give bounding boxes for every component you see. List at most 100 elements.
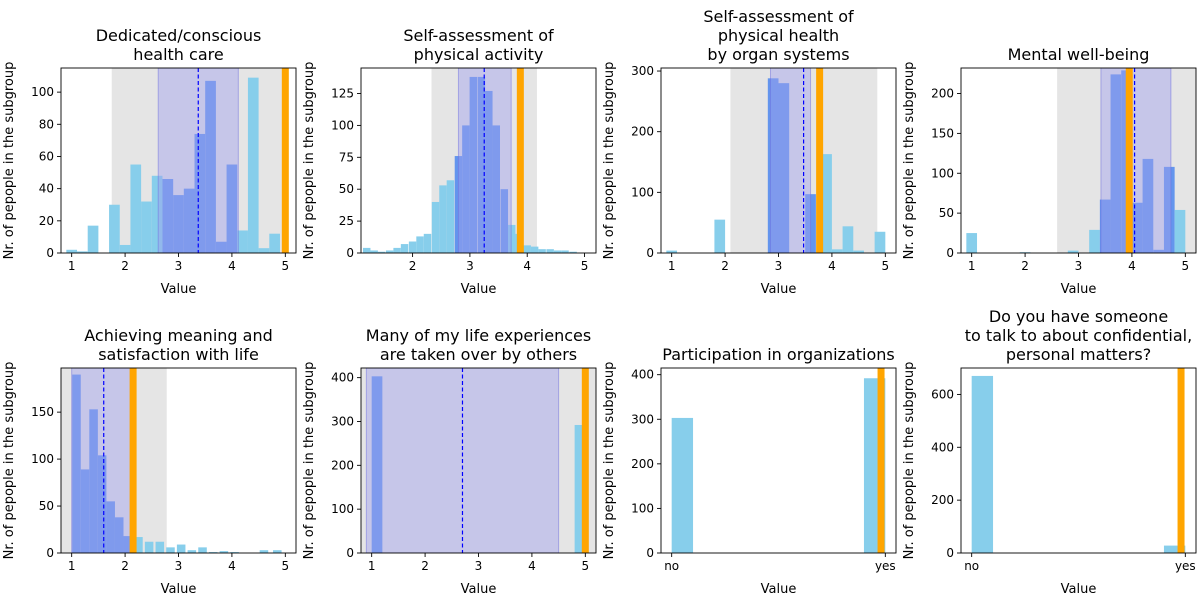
subplot-title: are taken over by others — [380, 345, 577, 364]
histogram-bar — [208, 552, 218, 553]
histogram-bar — [431, 201, 440, 253]
y-tick-label: 50 — [939, 206, 954, 220]
y-tick-label: 80 — [39, 117, 54, 131]
value-marker — [581, 368, 589, 553]
y-axis-label: Nr. of pepople in the subgroup — [2, 62, 17, 260]
plot-area — [66, 68, 289, 253]
y-tick-label: 0 — [346, 246, 354, 260]
histogram-bar — [72, 374, 81, 553]
x-axis-label: Value — [161, 282, 197, 297]
histogram-bar — [258, 248, 270, 253]
histogram-bar — [194, 133, 206, 253]
histogram-bar — [874, 231, 886, 253]
histogram-bar — [205, 80, 216, 253]
histogram-bar — [109, 204, 120, 253]
subplot-title: Self-assessment of — [403, 26, 554, 45]
x-tick-label: 3 — [175, 259, 183, 273]
histogram-bar — [853, 250, 864, 253]
y-tick-label: 25 — [339, 214, 354, 228]
y-axis-label: Nr. of pepople in the subgroup — [302, 362, 317, 560]
x-tick-label: 1 — [668, 259, 676, 273]
histogram-bar — [485, 90, 493, 253]
plot-area — [671, 368, 886, 553]
histogram-bar — [469, 76, 478, 253]
histogram-bar — [230, 552, 239, 553]
y-tick-label: 100 — [31, 85, 54, 99]
x-tick-label: 1 — [368, 559, 376, 573]
axes-frame — [960, 367, 1197, 554]
y-tick-label: 100 — [331, 118, 354, 132]
y-axis-label: Nr. of pepople in the subgroup — [902, 62, 917, 260]
y-tick-label: 150 — [31, 405, 54, 419]
plot-area — [363, 68, 577, 253]
x-tick-label: 5 — [281, 559, 289, 573]
x-axis-label: Value — [161, 582, 197, 597]
y-tick-label: 200 — [631, 125, 654, 139]
histogram-bar — [80, 469, 90, 553]
y-tick-label: 125 — [331, 87, 354, 101]
histogram-bar — [1174, 209, 1186, 253]
x-tick-label: 5 — [881, 259, 889, 273]
histogram-bar — [966, 233, 978, 253]
histogram-bar — [416, 236, 424, 253]
y-tick-label: 200 — [331, 458, 354, 472]
x-tick-label: 4 — [228, 559, 236, 573]
histogram-bar — [259, 550, 269, 553]
y-axis-label: Nr. of pepople in the subgroup — [602, 62, 617, 260]
x-tick-label: no — [964, 559, 979, 573]
histogram-bar — [508, 224, 516, 253]
histogram-bar — [530, 246, 539, 253]
subplot-title: Participation in organizations — [662, 345, 894, 364]
subplot-title: satisfaction with life — [98, 345, 259, 364]
histogram-bar — [87, 225, 99, 253]
histogram-bar — [574, 424, 586, 553]
histogram-bar — [546, 249, 554, 253]
histogram-bar — [144, 541, 154, 553]
plot-area — [971, 368, 1186, 553]
x-tick-label: yes — [875, 559, 896, 573]
histogram-bar — [1142, 158, 1154, 253]
y-axis-label: Nr. of pepople in the subgroup — [2, 362, 17, 560]
histogram-bar — [439, 185, 447, 253]
y-axis-label: Nr. of pepople in the subgroup — [302, 62, 317, 260]
y-tick-label: 100 — [631, 501, 654, 515]
x-tick-label: 5 — [581, 559, 589, 573]
histogram-bar — [119, 244, 131, 253]
histogram-bar — [183, 188, 195, 253]
value-marker — [516, 68, 524, 253]
histogram-bar — [423, 233, 432, 253]
y-tick-label: 40 — [39, 182, 54, 196]
x-tick-label: yes — [1175, 559, 1196, 573]
histogram-bar — [77, 251, 88, 253]
subplot-title: personal matters? — [1006, 345, 1151, 364]
histogram-bar — [371, 376, 383, 553]
subplot-title: Self-assessment of — [703, 7, 854, 26]
histogram-bar — [377, 251, 386, 253]
histogram-bar — [523, 245, 531, 253]
value-marker — [129, 368, 137, 553]
x-tick-label: 4 — [1128, 259, 1136, 273]
histogram-bar — [778, 83, 790, 253]
y-axis-label: Nr. of pepople in the subgroup — [602, 362, 617, 560]
histogram-bar — [219, 551, 229, 553]
histogram-bar — [162, 179, 174, 253]
plot-area — [361, 368, 596, 553]
histogram-bar — [666, 250, 678, 253]
histogram-bar — [842, 226, 854, 253]
y-tick-label: 400 — [331, 371, 354, 385]
histogram-bar — [155, 541, 165, 553]
histogram-bar — [393, 247, 401, 253]
histogram-bar — [114, 517, 124, 553]
y-tick-label: 200 — [931, 493, 954, 507]
histogram-bar — [831, 249, 843, 253]
histogram-bar — [553, 250, 562, 253]
subplot-6: 1 2 3 4 5 0 100 200 300 400 Value Nr. of pepople in… — [302, 326, 597, 597]
subplot-3: 1 2 3 4 5 0 100 200 300 Value Nr. of pepople in th… — [602, 7, 897, 297]
y-tick-label: 0 — [946, 246, 954, 260]
x-tick-label: 2 — [421, 559, 429, 573]
x-tick-label: 3 — [775, 259, 783, 273]
y-tick-label: 75 — [339, 150, 354, 164]
subplot-title: physical activity — [414, 45, 544, 64]
plot-area — [666, 68, 886, 253]
